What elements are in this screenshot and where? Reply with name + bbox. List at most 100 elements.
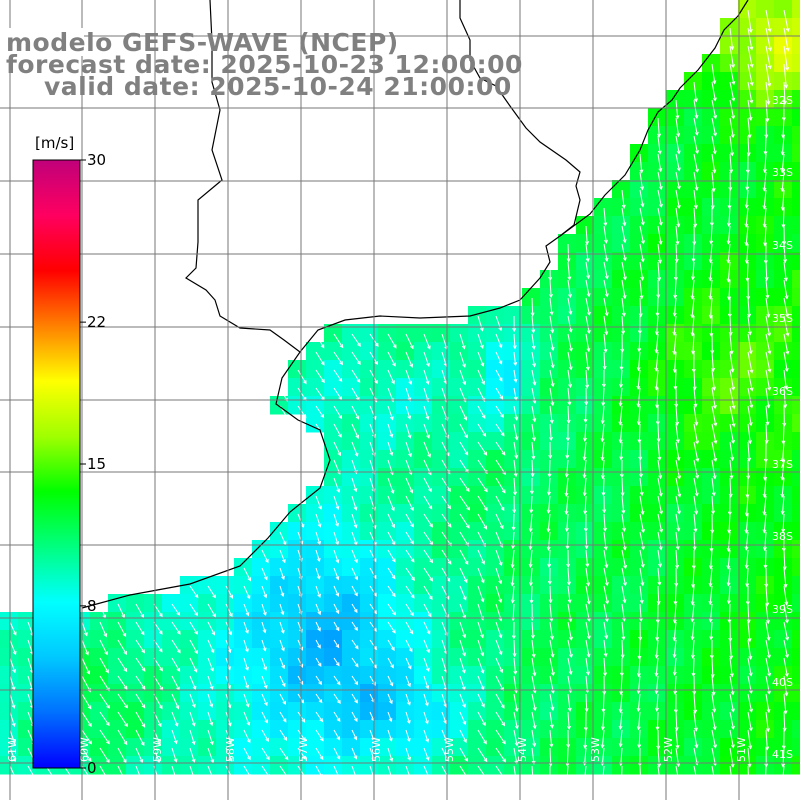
wind-cell — [702, 486, 721, 505]
wind-cell — [720, 126, 739, 145]
wind-arrow — [585, 333, 591, 353]
wind-arrow — [601, 477, 606, 497]
wind-arrow — [459, 765, 470, 781]
wind-arrow — [744, 189, 749, 209]
wind-arrow — [225, 747, 233, 763]
wind-cell — [432, 414, 451, 433]
wind-cell — [558, 378, 577, 397]
wind-arrow — [387, 693, 393, 705]
wind-cell — [756, 288, 775, 307]
wind-cell — [198, 576, 217, 595]
wind-arrow — [745, 261, 750, 282]
wind-cell — [486, 666, 505, 685]
wind-arrow — [763, 459, 768, 481]
colorbar-unit: [m/s] — [35, 134, 74, 152]
wind-arrow — [762, 153, 767, 174]
wind-arrow — [657, 567, 662, 586]
wind-cell — [756, 36, 775, 55]
wind-cell — [558, 468, 577, 487]
wind-arrow — [762, 207, 767, 228]
wind-arrow — [477, 585, 485, 603]
wind-arrow — [513, 729, 519, 747]
wind-arrow — [711, 171, 716, 193]
wind-arrow — [117, 729, 128, 746]
wind-arrow — [675, 459, 682, 480]
wind-cell — [504, 666, 523, 685]
wind-cell — [504, 504, 523, 523]
wind-cell — [396, 450, 415, 469]
wind-arrow — [675, 207, 681, 228]
wind-arrow — [583, 405, 588, 424]
wind-cell — [792, 198, 800, 217]
wind-arrow — [638, 297, 643, 318]
wind-arrow — [585, 585, 591, 605]
wind-arrow — [567, 387, 572, 406]
wind-cell — [360, 702, 379, 721]
wind-arrow — [566, 405, 571, 424]
wind-arrow — [783, 279, 789, 300]
wind-arrow — [477, 351, 485, 367]
wind-arrow — [405, 351, 414, 368]
wind-cell — [18, 756, 37, 775]
wind-arrow — [763, 549, 768, 569]
wind-cell — [648, 198, 667, 217]
wind-arrow — [600, 711, 605, 731]
wind-cell — [702, 720, 721, 739]
wind-cell — [180, 630, 199, 649]
wind-arrow — [693, 117, 699, 136]
wind-cell — [576, 756, 595, 775]
wind-arrow — [225, 603, 233, 618]
wind-cell — [720, 360, 739, 379]
wind-arrow — [711, 729, 717, 749]
wind-arrow — [654, 369, 659, 391]
wind-cell — [378, 486, 397, 505]
wind-cell — [162, 630, 181, 649]
wind-cell — [360, 612, 379, 631]
wind-arrow — [763, 225, 768, 247]
wind-cell — [612, 540, 631, 559]
wind-arrow — [655, 711, 660, 731]
wind-cell — [684, 468, 703, 487]
wind-arrow — [657, 549, 663, 568]
wind-cell — [738, 666, 757, 685]
wind-arrow — [783, 297, 790, 318]
wind-cell — [630, 504, 649, 523]
wind-cell — [630, 594, 649, 613]
wind-arrow — [477, 369, 485, 386]
wind-arrow — [333, 351, 343, 366]
wind-arrow — [531, 441, 536, 460]
wind-arrow — [765, 297, 771, 318]
wind-cell — [432, 756, 451, 775]
wind-arrow — [673, 675, 678, 695]
wind-cell — [774, 72, 793, 91]
wind-cell — [792, 468, 800, 487]
wind-cell — [162, 720, 181, 739]
wind-cell — [612, 198, 631, 217]
wind-arrow — [585, 225, 590, 246]
wind-arrow — [603, 333, 608, 354]
wind-arrow — [726, 531, 731, 553]
wind-arrow — [639, 261, 645, 281]
wind-arrow — [728, 315, 733, 337]
wind-arrow — [603, 207, 608, 227]
wind-cell — [648, 594, 667, 613]
wind-arrow — [657, 495, 663, 515]
wind-cell — [342, 414, 361, 433]
wind-cell — [666, 666, 685, 685]
wind-arrow — [709, 225, 714, 245]
wind-cell — [306, 738, 325, 757]
wind-cell — [684, 108, 703, 127]
wind-cell — [270, 522, 289, 541]
wind-arrow — [585, 351, 590, 371]
wind-arrow — [351, 351, 361, 365]
wind-cell — [234, 756, 253, 775]
wind-arrow — [117, 711, 128, 728]
wind-cell — [288, 756, 307, 775]
wind-cell — [594, 630, 613, 649]
wind-arrow — [99, 621, 108, 638]
wind-arrow — [672, 639, 677, 659]
wind-arrow — [117, 693, 128, 709]
wind-cell — [198, 702, 217, 721]
wind-cell — [198, 684, 217, 703]
